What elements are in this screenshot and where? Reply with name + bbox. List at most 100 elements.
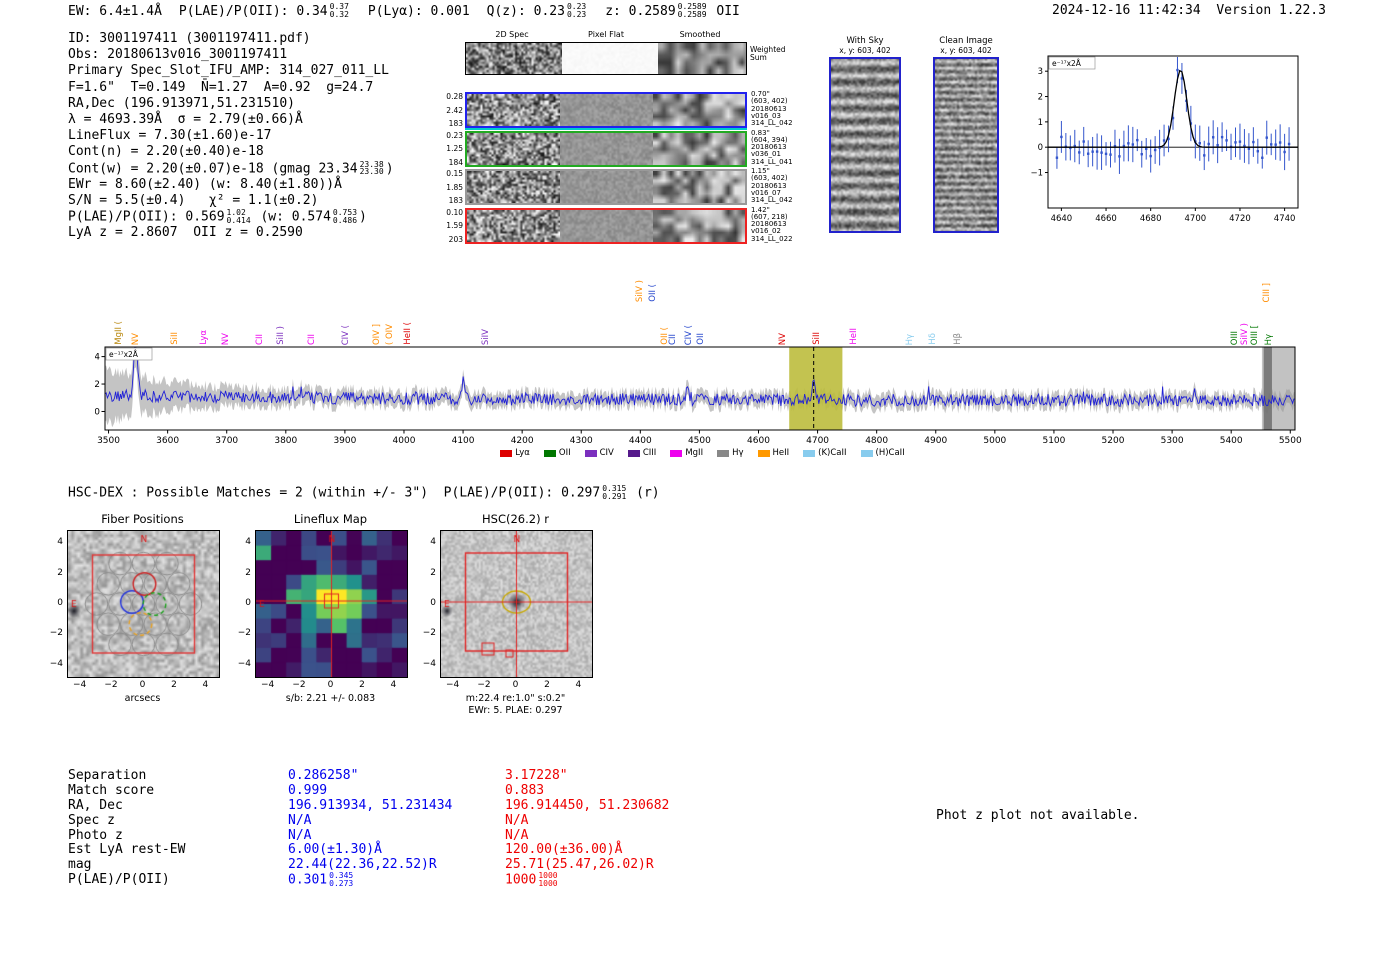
- legend-label: (K)CaII: [818, 448, 847, 458]
- emission-line-label: Hγ: [1264, 333, 1274, 345]
- spec2d-annotation-line: 314_LL_042: [751, 119, 793, 128]
- svg-text:5200: 5200: [1102, 436, 1125, 446]
- plae-poii-value: P(LAE)/P(OII): 0.34 0.37 0.32: [178, 3, 351, 19]
- svg-text:4: 4: [95, 353, 100, 363]
- z-value: z: 0.2589 0.2589 0.2589 OII: [605, 3, 740, 19]
- spec2d-top-spec: [466, 43, 563, 74]
- legend-item: MgII: [670, 448, 703, 458]
- ew-value: EW: 6.4±1.4Å: [68, 3, 162, 19]
- spec2d-weight-value: 2.42: [446, 105, 463, 115]
- spec2d-weight-value: 0.15: [446, 169, 463, 178]
- svg-text:2: 2: [95, 380, 100, 390]
- x-tick-label: 0: [139, 680, 146, 690]
- legend-swatch: [584, 449, 597, 457]
- z-sub: 0.2589: [677, 9, 707, 19]
- x-tick-label: −4: [72, 680, 87, 690]
- svg-text:4640: 4640: [1051, 214, 1073, 224]
- spec2d-annotation-line: 1.42": [751, 205, 770, 214]
- spec2d-weight-value: 1.59: [446, 221, 463, 230]
- svg-text:3700: 3700: [215, 436, 238, 446]
- info-sn-line: S/N = 5.5(±0.4) χ² = 1.1(±0.2): [68, 192, 319, 208]
- plae-frac1-sub: 0.414: [226, 215, 251, 225]
- x-tick-label: 4: [390, 680, 397, 690]
- spec2d-row-flat: [560, 209, 653, 242]
- full-spectrum-plot: MgII (NV SiII Lyα NV CII SiII ) CII CIV (OIV ](…: [95, 258, 1310, 470]
- legend-swatch: [860, 449, 873, 457]
- value-frac: 0.345 0.273: [329, 872, 353, 887]
- info-lineflux-line: LineFlux = 7.30(±1.60)e-17: [68, 128, 272, 144]
- lineflux-map-xlabel: s/b: 2.21 +/- 0.083: [285, 693, 376, 704]
- spec2d-annotation-line: 20180613: [751, 220, 787, 229]
- spec2d-row-weights: 0.23 1.25 184: [443, 131, 463, 167]
- emission-line-label: OIV ]: [372, 323, 383, 345]
- match-table-row: RA, Dec 196.913934, 51.231434 196.914450, …: [68, 798, 669, 813]
- match1-value: 6.00(±1.30)Å: [288, 842, 382, 858]
- svg-text:4680: 4680: [1140, 214, 1162, 224]
- gmag-frac: 23.38 23.30: [359, 160, 384, 176]
- info-spec-slot-line: Primary Spec_Slot_IFU_AMP: 314_027_011_L…: [68, 63, 389, 79]
- plae-poii-text: P(LAE)/P(OII): 0.34: [178, 3, 328, 19]
- legend-swatch: [500, 449, 513, 457]
- legend-label: HeII: [772, 448, 790, 458]
- hscdex-sub: 0.291: [602, 491, 627, 501]
- svg-text:0: 0: [95, 407, 100, 417]
- match1-value: N/A: [288, 827, 312, 843]
- spec2d-annotation-line: 314_LL_042: [751, 196, 793, 205]
- emission-line-label: CIV (: [340, 324, 351, 345]
- x-tick-label: 4: [575, 680, 582, 690]
- timestamp: 2024-12-16 11:42:34 Version 1.22.3: [1052, 3, 1326, 18]
- spec2d-row-spec: [467, 94, 560, 126]
- match1-value: 196.913934, 51.231434: [288, 797, 453, 813]
- match-table-row: Separation 0.286258" 3.17228": [68, 768, 669, 783]
- svg-text:5500: 5500: [1279, 436, 1302, 446]
- svg-text:4660: 4660: [1095, 214, 1117, 224]
- hsc-image-ewr-label: EWr: 5. PLAE: 0.297: [468, 705, 563, 716]
- emission-line-label: CII: [254, 334, 265, 345]
- emission-line-label: SiII: [169, 332, 180, 345]
- spec2d-annotation-line: 20180613: [751, 143, 787, 152]
- fiber-positions-xticks: −4 −2 0 2 4: [42, 680, 247, 691]
- spec2d-weight-value: 203: [448, 234, 463, 244]
- svg-text:1: 1: [1038, 118, 1043, 128]
- hsc-image: [440, 530, 593, 678]
- match-row-label: Est LyA rest-EW: [68, 842, 186, 858]
- info-plae-line: P(LAE)/P(OII): 0.569 1.02 0.414 (w: 0.574 0…: [68, 209, 394, 225]
- match2-value: 196.914450, 51.230682: [505, 797, 670, 813]
- svg-text:5000: 5000: [983, 436, 1006, 446]
- info-redshift-line: LyA z = 2.8607 OII z = 0.2590: [68, 225, 303, 241]
- match-table-row: mag 22.44(22.36,22.52)R 25.71(25.47,26.02)…: [68, 857, 669, 872]
- x-tick-label: 2: [544, 680, 550, 690]
- legend-swatch: [757, 449, 770, 457]
- x-tick-label: −2: [292, 680, 306, 690]
- legend-swatch: [717, 449, 730, 457]
- svg-text:4740: 4740: [1274, 214, 1296, 224]
- weighted-sum-label: Weighted Sum: [750, 46, 786, 62]
- clean-image: [933, 57, 999, 233]
- spec2d-row-flat: [560, 171, 653, 203]
- match1-value: N/A: [288, 812, 312, 828]
- y-tick-label: −4: [422, 658, 436, 669]
- svg-text:4100: 4100: [452, 436, 475, 446]
- plae-mid-text: (w: 0.574: [252, 209, 331, 225]
- legend-swatch: [543, 449, 556, 457]
- z-text: z: 0.2589: [605, 3, 676, 19]
- spec2d-weighted-sum-strip: [465, 42, 747, 75]
- spec2d-header-2dspec: 2D Spec: [495, 30, 529, 39]
- x-tick-label: −4: [445, 680, 460, 690]
- plae-sub: 0.32: [329, 9, 349, 19]
- y-tick-label: −2: [422, 628, 436, 639]
- emission-line-label: SiIV ): [634, 279, 645, 302]
- spec2d-weight-value: 183: [448, 196, 463, 205]
- spec2d-annotation-line: v016_03: [751, 111, 781, 120]
- spec2d-row-weights: 0.28 2.42 183: [443, 92, 463, 128]
- legend-item: HeII: [757, 448, 790, 458]
- legend-swatch: [670, 449, 683, 457]
- gmag-sub: 23.30: [359, 167, 384, 176]
- spec2d-top-flat: [562, 43, 659, 74]
- match1-value: 22.44(22.36,22.52)R: [288, 857, 437, 873]
- emission-line-label: HeII (: [403, 322, 414, 345]
- emission-line-label: Lyα: [198, 330, 209, 345]
- svg-text:3600: 3600: [156, 436, 179, 446]
- plae-close: ): [359, 209, 367, 225]
- match-row-label: RA, Dec: [68, 797, 123, 813]
